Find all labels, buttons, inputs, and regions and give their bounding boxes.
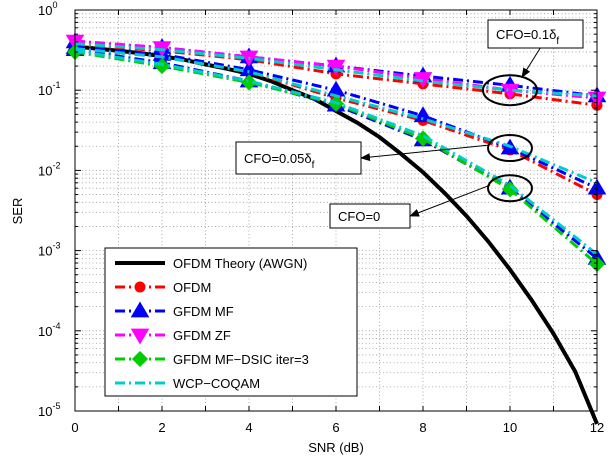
x-tick-label: 0 [71, 420, 78, 435]
x-tick-label: 10 [503, 420, 517, 435]
annotation-arrow [409, 184, 491, 217]
legend-entry: OFDM [115, 280, 211, 295]
series-layer [65, 32, 607, 425]
legend-entry: GFDM MF [115, 301, 234, 319]
y-tick-label: 10-2 [38, 160, 60, 178]
x-axis-label: SNR (dB) [308, 440, 364, 455]
data-marker-diamond [501, 181, 519, 198]
data-marker-triangle-up [130, 301, 150, 318]
series-line [74, 47, 598, 185]
x-tick-label: 12 [590, 420, 604, 435]
annotation-arrow [521, 47, 541, 79]
x-tick-label: 4 [245, 420, 252, 435]
y-tick-label: 10-1 [38, 80, 60, 98]
annotation-1: CFO=0.1δf [482, 19, 584, 107]
annotation-label: CFO=0 [338, 209, 380, 224]
annotation-arrow [360, 144, 491, 162]
y-axis-label: SER [10, 198, 25, 225]
series-line [74, 42, 598, 98]
data-marker-triangle-up [413, 106, 433, 123]
annotation-box [487, 19, 584, 49]
y-tick-label: 10-5 [38, 401, 60, 419]
data-marker-triangle-up [326, 80, 346, 97]
data-marker-circle [134, 281, 146, 293]
y-tick-label: 10-4 [38, 321, 60, 339]
annotation-ellipse [487, 174, 533, 203]
annotation-3: CFO=0 [329, 174, 533, 229]
x-tick-label: 8 [419, 420, 426, 435]
x-tick-label: 2 [158, 420, 165, 435]
y-tick-label: 10-3 [38, 241, 60, 259]
legend: OFDM Theory (AWGN) OFDM GFDM MF GFDM ZF GFDM… [104, 247, 358, 397]
annotation-box [235, 141, 362, 175]
x-tick-label: 6 [332, 420, 339, 435]
annotation-2: CFO=0.05δf [235, 134, 533, 175]
legend-label: OFDM Theory (AWGN) [173, 256, 307, 271]
data-marker-diamond [131, 350, 149, 368]
data-marker-triangle-down [326, 59, 346, 76]
y-tick-label: 100 [38, 0, 57, 18]
tick-layer: 0 2 4 6 8 10 12 100 10-1 10-2 10-3 10-4 10-5 [38, 0, 604, 435]
annotation-label: CFO=0.05δf [244, 151, 315, 171]
legend-entry: OFDM Theory (AWGN) [115, 256, 307, 271]
legend-entry: WCP−COQAM [115, 376, 260, 391]
legend-label: GFDM MF−DSIC iter=3 [173, 352, 309, 367]
annotation-layer: CFO=0.1δf CFO=0.05δf CFO=0 [235, 19, 584, 229]
legend-label: OFDM [173, 280, 211, 295]
data-marker-triangle-down [130, 328, 150, 345]
annotation-ellipse [487, 134, 533, 163]
legend-label: WCP−COQAM [173, 376, 260, 391]
legend-label: GFDM MF [173, 304, 234, 319]
legend-box [104, 247, 358, 397]
legend-entry: GFDM ZF [115, 328, 231, 345]
legend-entry: GFDM MF−DSIC iter=3 [115, 350, 309, 368]
annotation-ellipse [482, 74, 538, 107]
annotation-label: CFO=0.1δf [496, 27, 559, 47]
data-marker-diamond [240, 74, 258, 91]
series-wcp-coqam [74, 42, 598, 256]
annotation-box [329, 203, 411, 229]
series-line [74, 49, 598, 256]
legend-label: GFDM ZF [173, 328, 231, 343]
